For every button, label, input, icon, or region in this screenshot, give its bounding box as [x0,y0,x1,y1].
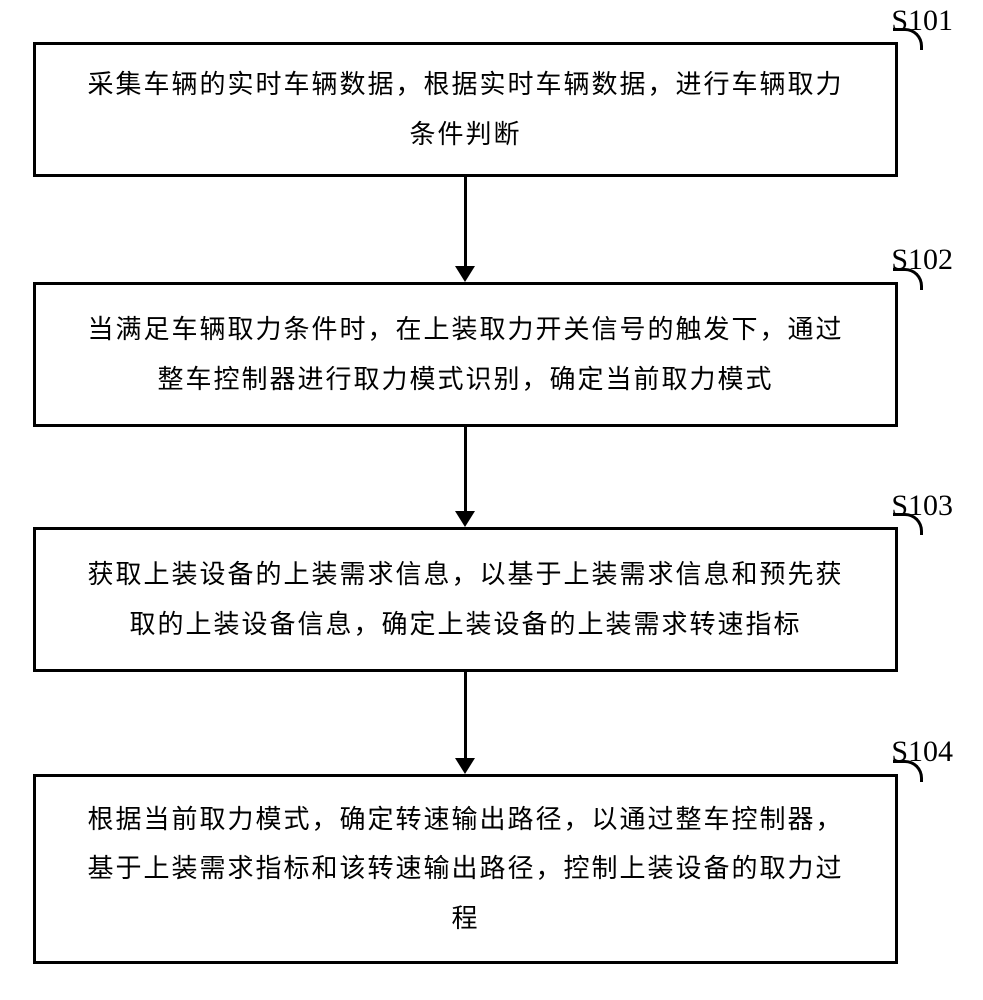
step-text-s101: 采集车辆的实时车辆数据，根据实时车辆数据，进行车辆取力条件判断 [76,60,855,159]
arrow-s102-s103 [464,427,467,511]
arrow-s103-s104 [464,672,467,758]
step-node-s104: 根据当前取力模式，确定转速输出路径，以通过整车控制器，基于上装需求指标和该转速输… [33,774,898,964]
arrowhead-s101-s102 [455,266,475,282]
step-node-s101: 采集车辆的实时车辆数据，根据实时车辆数据，进行车辆取力条件判断 [33,42,898,177]
step-text-s104: 根据当前取力模式，确定转速输出路径，以通过整车控制器，基于上装需求指标和该转速输… [76,795,855,943]
step-node-s102: 当满足车辆取力条件时，在上装取力开关信号的触发下，通过整车控制器进行取力模式识别… [33,282,898,427]
step-text-s102: 当满足车辆取力条件时，在上装取力开关信号的触发下，通过整车控制器进行取力模式识别… [76,305,855,404]
flowchart-canvas: S101 采集车辆的实时车辆数据，根据实时车辆数据，进行车辆取力条件判断 S10… [0,0,983,1000]
step-node-s103: 获取上装设备的上装需求信息，以基于上装需求信息和预先获取的上装设备信息，确定上装… [33,527,898,672]
arrowhead-s103-s104 [455,758,475,774]
arrowhead-s102-s103 [455,511,475,527]
step-text-s103: 获取上装设备的上装需求信息，以基于上装需求信息和预先获取的上装设备信息，确定上装… [76,550,855,649]
arrow-s101-s102 [464,177,467,266]
